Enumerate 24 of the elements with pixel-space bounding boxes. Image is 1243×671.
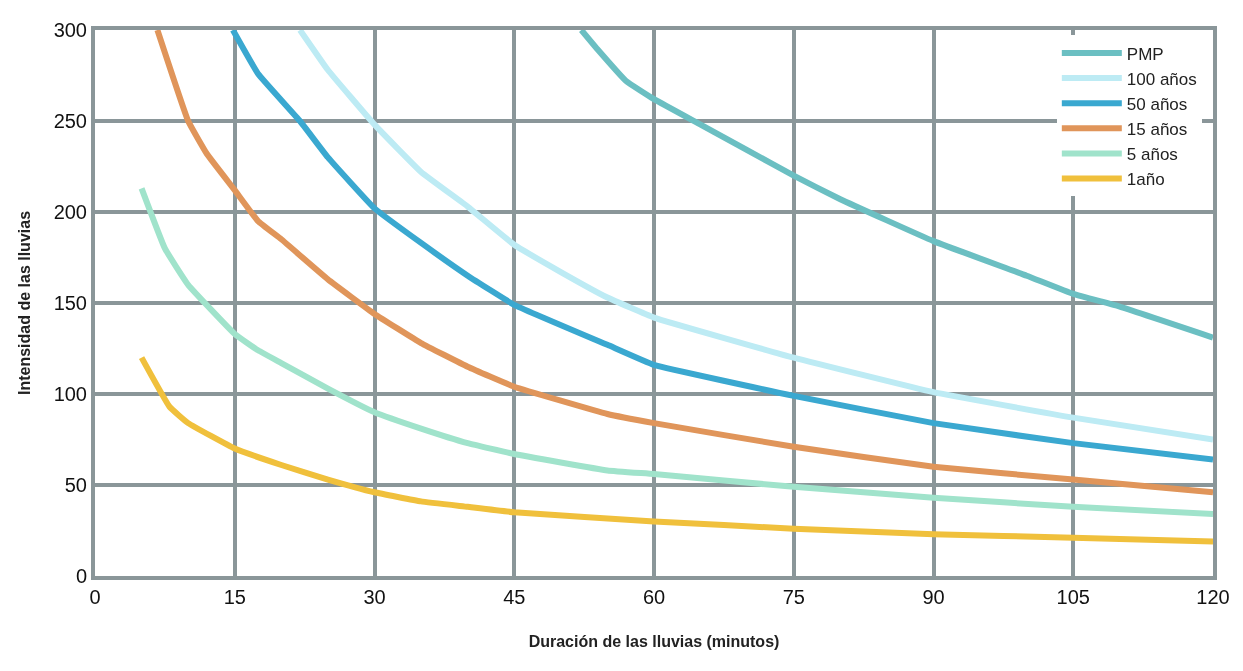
y-tick-label: 250 <box>53 110 87 132</box>
y-tick-label: 50 <box>64 474 87 496</box>
x-tick-label: 30 <box>363 586 386 608</box>
legend-label: 5 años <box>1126 145 1178 165</box>
y-tick-label: 0 <box>75 565 87 587</box>
legend-label: 1año <box>1126 170 1165 190</box>
x-tick-label: 15 <box>223 586 246 608</box>
y-tick-label: 300 <box>53 19 87 41</box>
x-tick-label: 45 <box>503 586 526 608</box>
x-tick-label: 60 <box>642 586 666 608</box>
legend-label: 100 años <box>1126 69 1197 89</box>
y-tick-label: 200 <box>53 201 87 223</box>
y-axis-title: Intensidad de las lluvias <box>16 210 34 396</box>
x-tick-label: 0 <box>89 586 101 608</box>
y-tick-label: 100 <box>53 383 87 405</box>
x-tick-label: 120 <box>1196 586 1230 608</box>
x-tick-label: 90 <box>922 586 945 608</box>
legend-label: 15 años <box>1126 119 1188 139</box>
y-tick-label: 150 <box>53 292 87 314</box>
x-tick-label: 75 <box>782 586 805 608</box>
x-tick-label: 105 <box>1056 586 1090 608</box>
legend-label: PMP <box>1126 44 1164 64</box>
x-axis-title: Duración de las lluvias (minutos) <box>528 633 780 651</box>
legend-label: 50 años <box>1126 94 1188 114</box>
